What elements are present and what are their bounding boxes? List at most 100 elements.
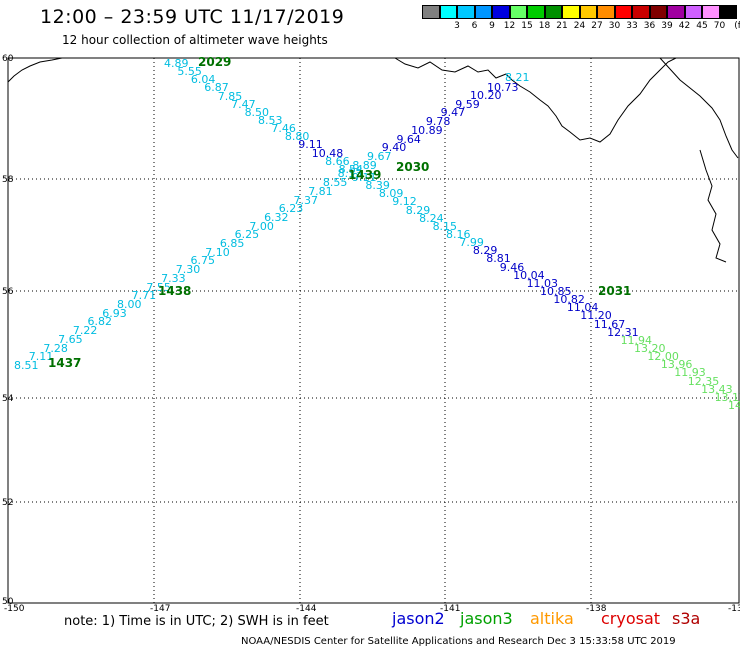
credit-line: NOAA/NESDIS Center for Satellite Applica… [241,636,676,647]
legend-swatch [544,5,562,19]
satellite-jason3: jason3 [460,609,513,628]
legend-swatch [422,5,440,19]
swh-label: 14.8 [728,399,740,412]
swh-label: 9.64 [396,132,421,146]
swh-label: 8.81 [486,252,511,266]
satellite-cryosat: cryosat [601,609,661,628]
swh-label: 8.54 [338,162,364,176]
lon-tick-label: -147 [150,604,171,614]
footer-note: note: 1) Time is in UTC; 2) SWH is in fe… [64,614,329,629]
swh-label: 9.11 [298,138,323,152]
swh-label: 7.65 [58,332,83,346]
swh-label: 9.67 [367,149,392,163]
legend-swatch [719,5,737,19]
swh-label: 13.96 [660,358,693,372]
lon-tick-label: -150 [4,604,25,614]
swh-label: 8.51 [14,359,39,372]
swh-label: 9.11 [352,171,377,184]
swh-label: 8.80 [284,130,310,144]
lon-tick-label: -144 [296,604,317,614]
swh-label: 8.15 [432,219,458,233]
swh-label: 7.11 [28,350,54,364]
lat-tick-label: 58 [2,175,14,185]
time-label: 1437 [48,356,82,370]
lat-tick-label: 54 [2,394,14,404]
legend-label: 33 [626,21,638,31]
swh-label: 5.55 [177,65,202,79]
legend-swatch [702,5,720,19]
legend-label: 39 [661,21,673,31]
swh-label: 9.40 [381,141,407,155]
swh-label: 13.17 [714,390,740,404]
swh-label: 8.55 [322,176,348,190]
swh-label: 7.37 [293,193,318,207]
satellite-jason2: jason2 [392,609,445,628]
swh-label: 8.50 [244,105,270,119]
legend-swatch [562,5,580,19]
swh-label: 11.93 [674,366,706,380]
legend-swatch [632,5,650,19]
legend-swatch [597,5,615,19]
swh-label: 13.20 [634,342,666,355]
swh-label: 8.13 [337,167,363,181]
swh-label: 8.66 [325,154,350,168]
lat-tick-label: 50 [2,597,14,607]
legend-label: 42 [678,21,691,31]
swh-label: 13.43 [701,382,733,396]
legend-label: 36 [643,21,656,31]
swh-label: 7.46 [271,122,296,136]
coastline-gulf [394,57,677,143]
legend-swatch [649,5,667,19]
page-subtitle: 12 hour collection of altimeter wave hei… [62,33,328,47]
legend-swatch [527,5,545,19]
legend-label: 12 [503,21,516,31]
swh-label: 10.82 [553,293,585,307]
swh-label: 6.04 [190,73,216,87]
swh-label: 7.47 [231,97,256,111]
coastline-islands [699,149,727,263]
swh-label: 8.29 [472,244,498,258]
swh-label: 8.21 [505,71,530,84]
swh-label: 11.04 [566,301,599,315]
swh-label: 9.59 [455,97,480,111]
swh-label: 6.23 [278,202,304,216]
swh-label: 12.35 [687,374,720,388]
swh-label: 7.10 [205,245,230,259]
legend-swatch [457,5,475,19]
swh-label: 7.71 [131,289,157,303]
lon-tick-label: -138 [586,604,607,614]
swh-label: 7.30 [175,263,201,277]
coastline-west [7,57,63,83]
time-label: 2031 [598,284,632,298]
lon-tick-label: -141 [440,604,461,614]
page-title: 12:00 – 23:59 UTC 11/17/2019 [40,6,345,28]
swh-label: 9.47 [440,106,466,120]
swh-label: 8.24 [419,211,444,225]
swh-label: 7.00 [249,219,274,233]
legend-swatch [684,5,702,19]
lat-tick-label: 56 [2,287,14,297]
swh-label: 10.48 [311,146,344,160]
swh-label: 6.75 [190,254,216,268]
legend-label: 3 [454,21,460,31]
swh-label: 9.46 [499,260,525,274]
swh-label: 8.00 [116,298,142,312]
swh-label: 4.89 [164,57,189,70]
swh-label: 11.20 [580,309,612,323]
map-frame [7,57,740,604]
legend-label: 27 [591,21,603,31]
legend-unit: (ft) [734,21,740,31]
legend-label: 18 [538,21,551,31]
swh-label: 6.93 [102,306,127,320]
swh-label: 7.33 [161,271,186,285]
swh-label: 9.12 [392,195,417,209]
swh-label: 7.85 [217,89,243,103]
swh-label: 7.22 [72,324,98,338]
legend-label: 70 [713,21,726,31]
swh-label: 6.87 [204,81,229,95]
satellite-s3a: s3a [672,609,701,628]
time-label: 2029 [198,55,232,69]
legend-label: 15 [521,21,533,31]
swh-label: 11.67 [593,317,626,331]
swh-label: 8.89 [352,158,377,172]
